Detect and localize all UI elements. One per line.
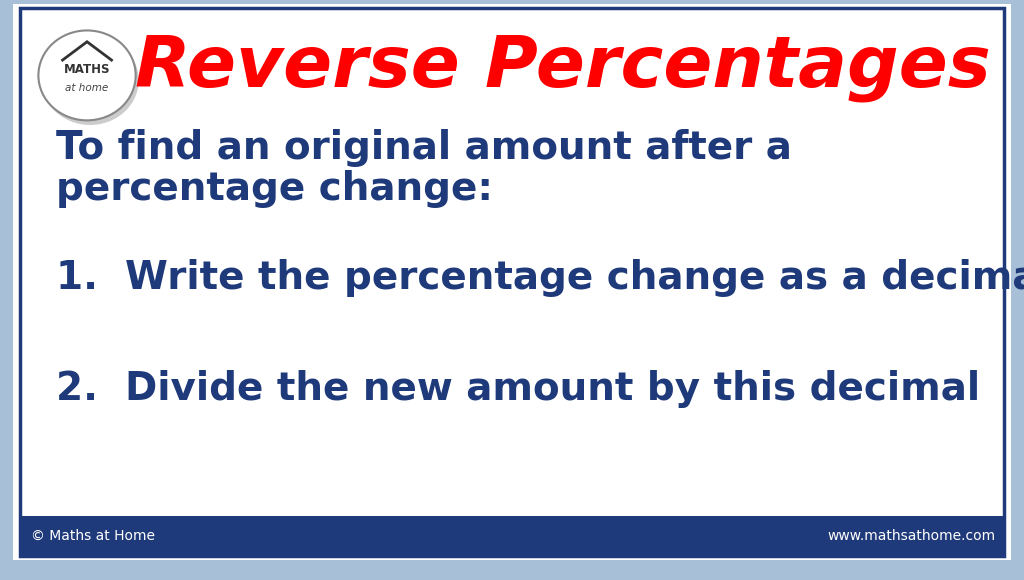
- Text: at home: at home: [66, 83, 109, 93]
- Text: 1.  Write the percentage change as a decimal: 1. Write the percentage change as a deci…: [56, 259, 1024, 298]
- Text: © Maths at Home: © Maths at Home: [31, 529, 155, 543]
- Text: Reverse Percentages: Reverse Percentages: [135, 34, 991, 102]
- Text: 2.  Divide the new amount by this decimal: 2. Divide the new amount by this decimal: [56, 369, 980, 408]
- Text: MATHS: MATHS: [63, 63, 111, 76]
- Text: To find an original amount after a: To find an original amount after a: [56, 129, 793, 167]
- Text: percentage change:: percentage change:: [56, 169, 494, 208]
- Text: www.mathsathome.com: www.mathsathome.com: [827, 529, 995, 543]
